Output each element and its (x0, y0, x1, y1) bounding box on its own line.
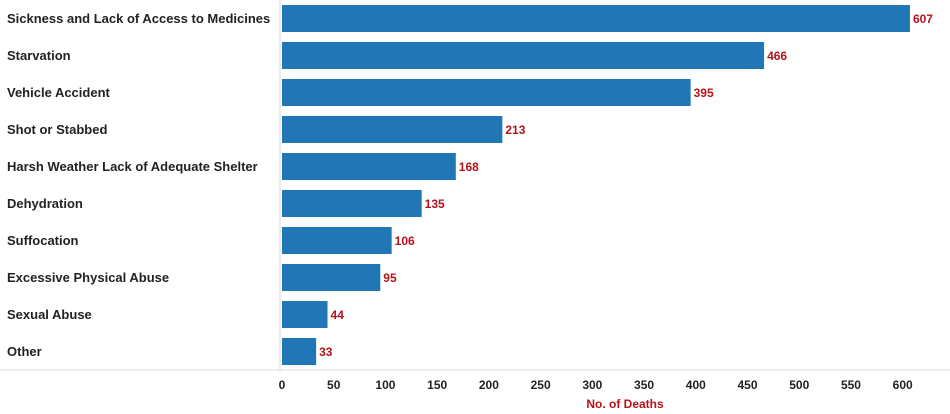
category-label: Other (7, 344, 42, 359)
category-label: Excessive Physical Abuse (7, 270, 169, 285)
bar (282, 227, 392, 254)
x-tick-label: 0 (279, 378, 286, 392)
category-label: Starvation (7, 48, 71, 63)
value-labels: 607 466 395 213 168 135 106 95 44 33 (319, 12, 933, 359)
bar (282, 190, 422, 217)
bar (282, 264, 381, 291)
category-label: Sexual Abuse (7, 307, 92, 322)
x-tick-label: 400 (686, 378, 706, 392)
bar (282, 153, 456, 180)
x-tick-label: 300 (582, 378, 602, 392)
value-label: 95 (383, 271, 397, 285)
x-tick-label: 150 (427, 378, 447, 392)
value-label: 44 (331, 308, 345, 322)
value-label: 135 (425, 197, 445, 211)
bar (282, 301, 328, 328)
x-tick-label: 450 (738, 378, 758, 392)
value-label: 33 (319, 345, 333, 359)
category-labels: Sickness and Lack of Access to Medicines… (7, 11, 270, 359)
bar (282, 79, 691, 106)
value-label: 213 (505, 123, 525, 137)
x-axis-title: No. of Deaths (586, 397, 664, 411)
x-tick-label: 500 (789, 378, 809, 392)
x-tick-label: 50 (327, 378, 341, 392)
x-tick-label: 200 (479, 378, 499, 392)
value-label: 395 (694, 86, 714, 100)
category-label: Suffocation (7, 233, 79, 248)
x-tick-label: 100 (375, 378, 395, 392)
x-axis-ticks: 0501001502002503003504004505005506006 (279, 378, 913, 392)
value-label: 607 (913, 12, 933, 26)
bar (282, 116, 503, 143)
value-label: 466 (767, 49, 787, 63)
bars-group (282, 5, 910, 365)
category-label: Harsh Weather Lack of Adequate Shelter (7, 159, 258, 174)
value-label: 106 (395, 234, 415, 248)
x-tick-label: 250 (531, 378, 551, 392)
bar (282, 42, 765, 69)
category-label: Sickness and Lack of Access to Medicines (7, 11, 270, 26)
value-label: 168 (459, 160, 479, 174)
bar (282, 5, 910, 32)
x-tick-label: 600 (893, 378, 913, 392)
category-label: Vehicle Accident (7, 85, 111, 100)
category-label: Shot or Stabbed (7, 122, 107, 137)
x-tick-label: 350 (634, 378, 654, 392)
bar (282, 338, 317, 365)
category-label: Dehydration (7, 196, 83, 211)
x-tick-label: 550 (841, 378, 861, 392)
